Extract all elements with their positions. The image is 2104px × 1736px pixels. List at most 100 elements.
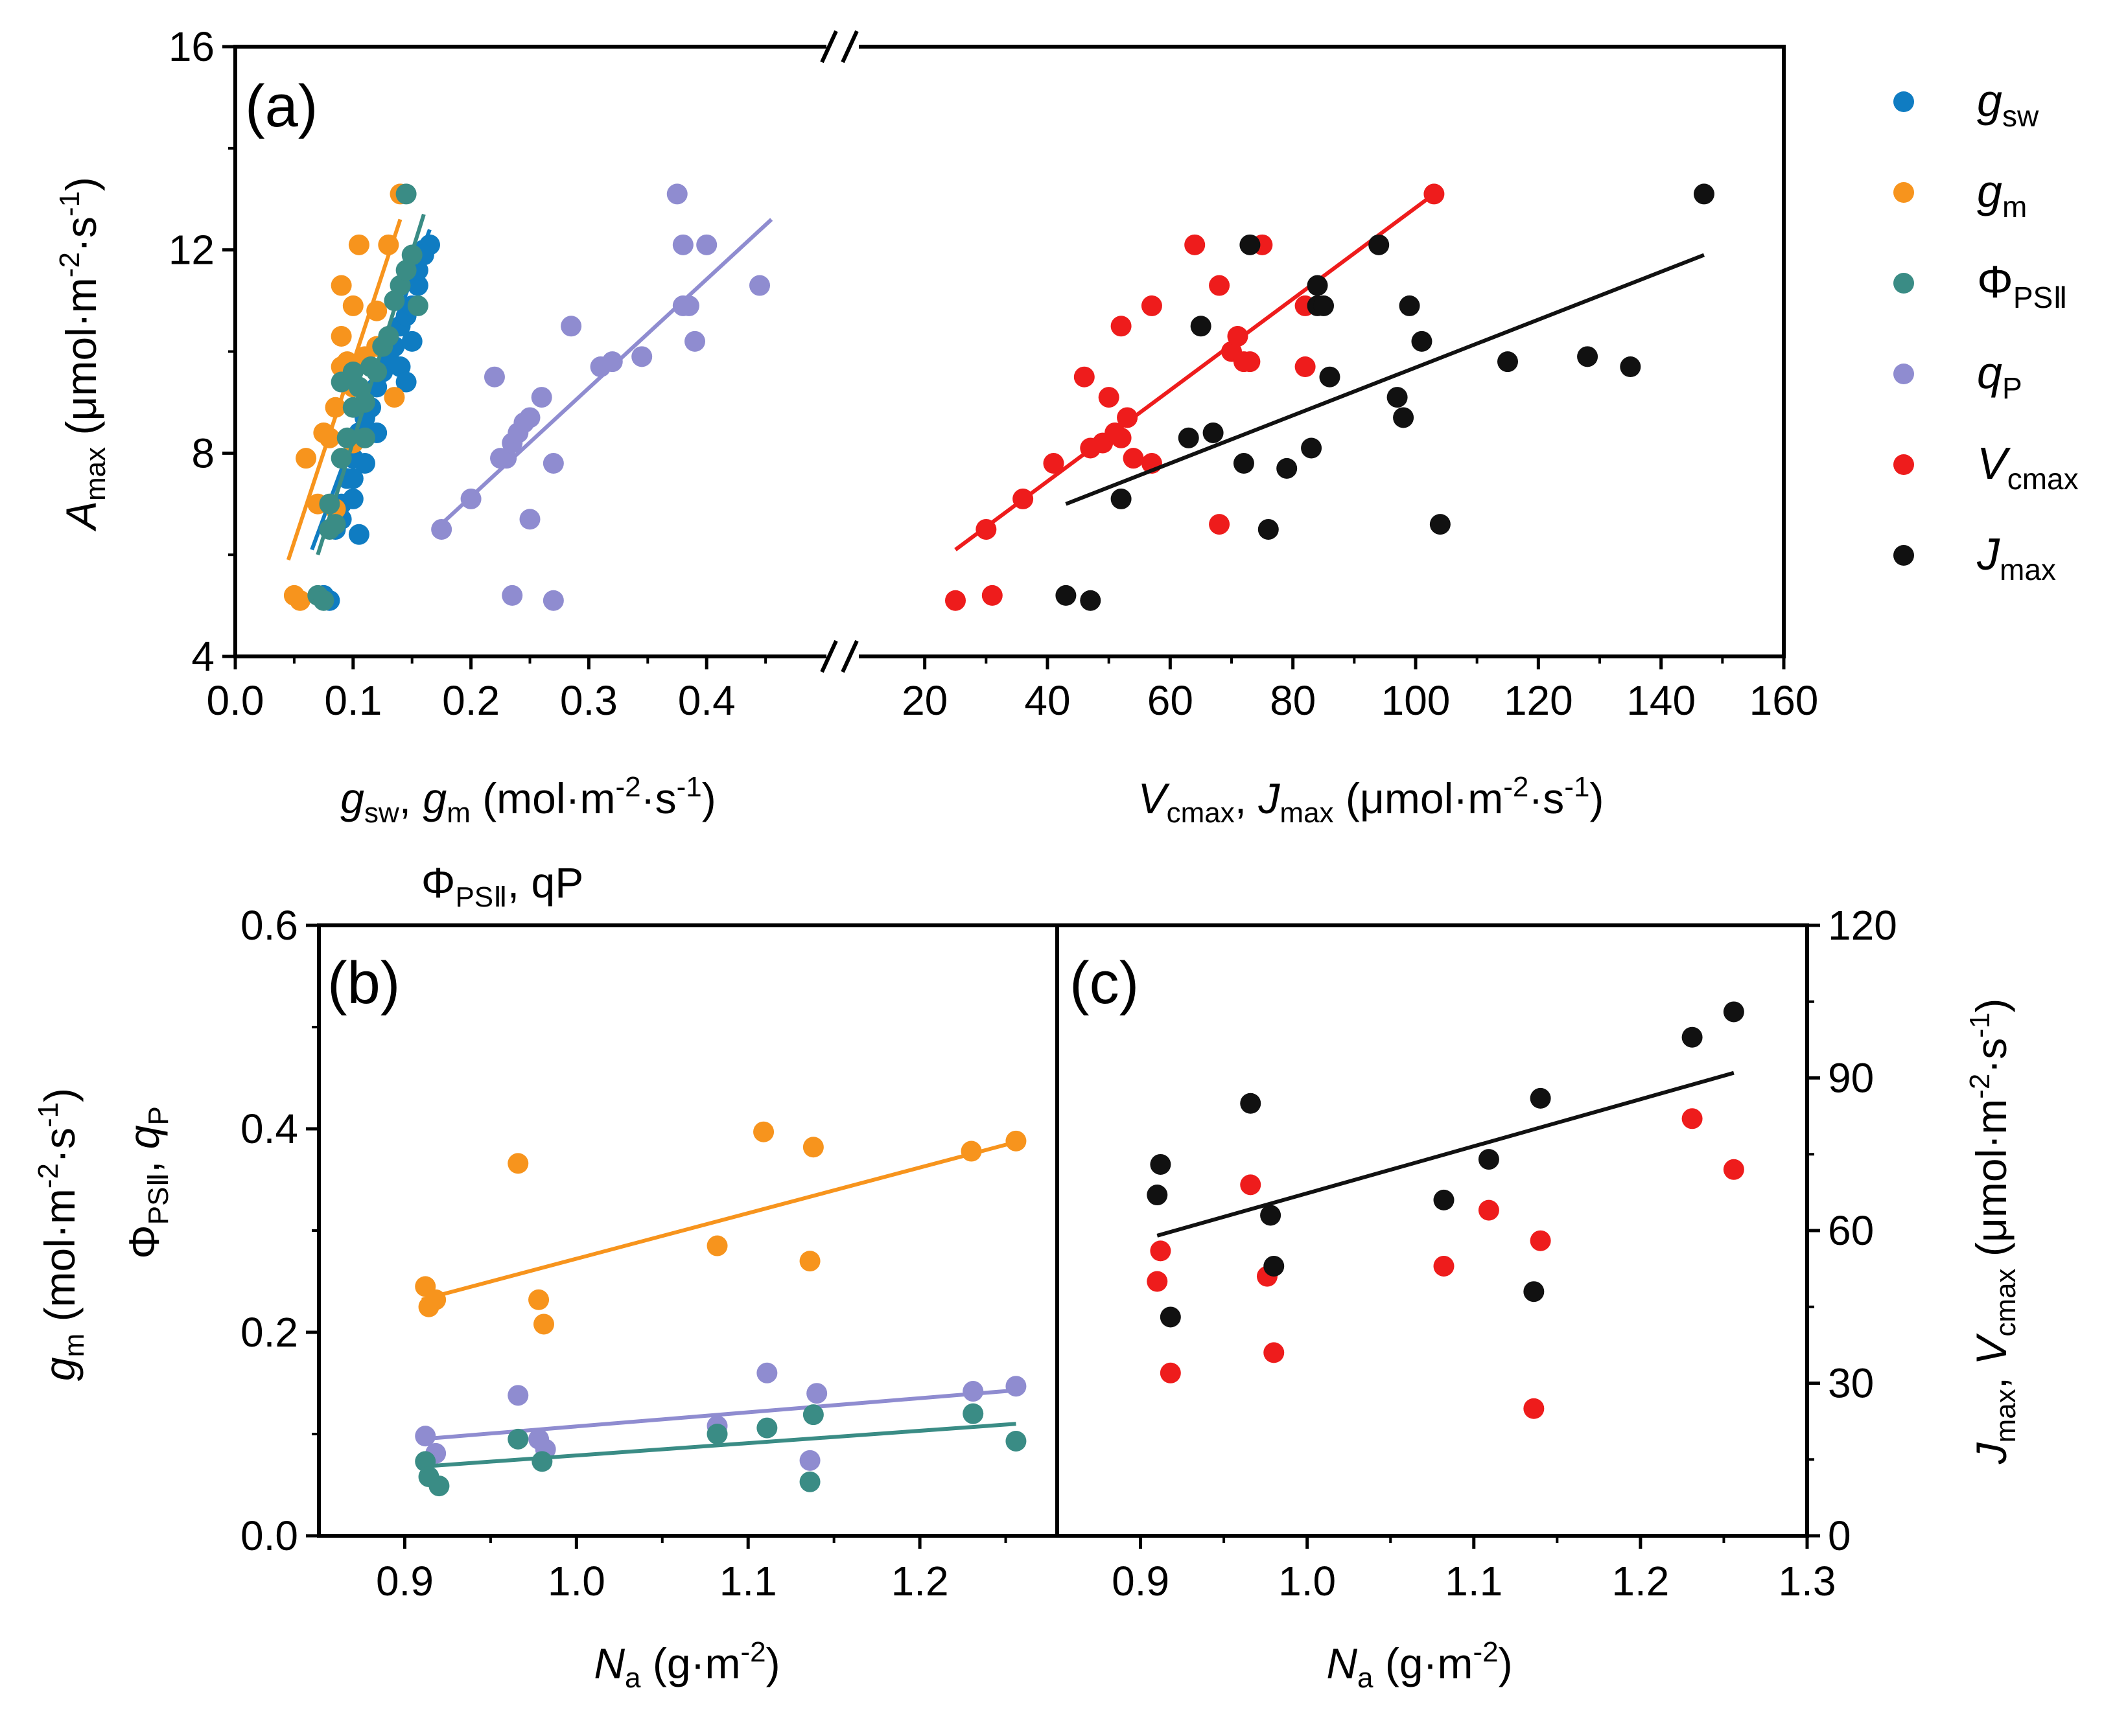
- point-Jmax: [1681, 1026, 1703, 1048]
- legend: gsw gm ΦPSⅡ qP Vcmax Jmax: [1893, 75, 2079, 586]
- point-gm: [799, 1251, 821, 1272]
- x-tick-label: 80: [1270, 677, 1316, 724]
- legend-marker: [1893, 364, 1914, 384]
- y-tick-label: 0.0: [240, 1512, 298, 1559]
- point-gm: [707, 1235, 728, 1256]
- point-Jmax: [1386, 387, 1408, 408]
- legend-marker: [1893, 182, 1914, 203]
- x-tick-label: 1.1: [1445, 1558, 1502, 1604]
- point-gm: [348, 234, 369, 255]
- legend-label: Vcmax: [1977, 438, 2079, 496]
- point-gm: [1005, 1130, 1027, 1152]
- x-tick-label: 160: [1749, 677, 1819, 724]
- point-Jmax: [1233, 453, 1254, 474]
- point-Jmax: [1723, 1001, 1744, 1023]
- x-tick-label: 0.0: [207, 677, 264, 724]
- point-Jmax: [1150, 1153, 1171, 1175]
- legend-label: gm: [1977, 166, 2027, 224]
- point-Vcmax: [1123, 448, 1144, 469]
- point-Jmax: [1478, 1149, 1499, 1170]
- fit-line-Vcmax: [954, 192, 1436, 551]
- panel-b-y-axis-title-2: ΦPSⅡ, qP: [120, 1106, 174, 1259]
- x-tick-label: 0.4: [678, 677, 736, 724]
- fit-line-gm: [421, 1140, 1017, 1302]
- point-gm: [425, 1289, 447, 1310]
- x-tick-label: 0.3: [560, 677, 618, 724]
- point-Jmax: [1307, 275, 1328, 296]
- x-tick-label: 40: [1024, 677, 1070, 724]
- point-gsw: [348, 524, 369, 545]
- legend-label: qP: [1977, 347, 2022, 405]
- y-tick-label: 0.2: [240, 1309, 298, 1356]
- point-PhiPSII: [325, 514, 346, 535]
- series-b-PhiPSII: [415, 1403, 1027, 1497]
- point-Vcmax: [1723, 1159, 1744, 1180]
- point-PhiPSII: [331, 371, 352, 393]
- point-gm: [296, 448, 317, 469]
- axis-break-mark: [820, 640, 838, 673]
- point-qP: [749, 275, 771, 296]
- x-tick-label: 140: [1626, 677, 1696, 724]
- point-gsw: [342, 488, 364, 509]
- point-PhiPSII: [428, 1476, 450, 1497]
- series-b-gm: [415, 1121, 1027, 1335]
- x-tick-label: 1.2: [1611, 1558, 1669, 1604]
- point-PhiPSII: [395, 183, 417, 205]
- point-PhiPSII: [378, 325, 399, 347]
- panel-c: 0 30 60 90 120 0.9 1.0 1.1 1.2 1.3 (c) Jmax, Vcmax …: [1055, 902, 2022, 1694]
- point-PhiPSII: [508, 1428, 529, 1450]
- point-Jmax: [1301, 437, 1322, 459]
- point-gm: [533, 1314, 554, 1335]
- point-gm: [508, 1153, 529, 1174]
- panel-c-label: (c): [1070, 950, 1139, 1016]
- point-qP: [672, 234, 694, 255]
- point-Jmax: [1276, 457, 1298, 479]
- x-tick-label: 1.0: [548, 1558, 605, 1604]
- point-qP: [631, 346, 653, 367]
- series-c-Jmax: [1147, 1001, 1744, 1328]
- point-gm: [378, 234, 399, 255]
- point-Vcmax: [1240, 1174, 1261, 1196]
- x-tick-label: 1.3: [1779, 1558, 1836, 1604]
- point-Jmax: [1257, 518, 1279, 540]
- point-gsw: [354, 453, 375, 474]
- point-Vcmax: [1117, 407, 1138, 428]
- point-Jmax: [1429, 514, 1451, 535]
- point-Vcmax: [1209, 275, 1230, 296]
- panel-b-y-axis-title-1: gm (mol·m-2·s-1): [32, 1088, 90, 1381]
- point-Vcmax: [1478, 1199, 1499, 1221]
- point-Vcmax: [1110, 316, 1132, 337]
- series-b-qP: [415, 1362, 1027, 1471]
- fit-line-Jmax: [1156, 1071, 1735, 1238]
- point-PhiPSII: [313, 590, 334, 611]
- point-Jmax: [1263, 1255, 1285, 1277]
- series-Jmax: [1055, 183, 1714, 611]
- series-PhiPSII: [307, 183, 428, 611]
- point-qP: [684, 330, 706, 352]
- point-Vcmax: [1209, 514, 1230, 535]
- x-tick-label: 0.9: [1112, 1558, 1169, 1604]
- panel-a-label: (a): [245, 73, 318, 139]
- point-qP: [799, 1450, 821, 1471]
- x-tick-label: 120: [1504, 677, 1573, 724]
- point-Vcmax: [1150, 1240, 1171, 1262]
- point-gm: [325, 397, 346, 418]
- point-qP: [519, 509, 541, 530]
- point-Jmax: [1368, 234, 1390, 255]
- panel-c-x-axis-title: Na (g·m-2): [1326, 1636, 1512, 1694]
- point-Jmax: [1433, 1189, 1455, 1210]
- point-qP: [561, 316, 582, 337]
- point-Vcmax: [1160, 1362, 1181, 1383]
- x-tick-label: 1.0: [1278, 1558, 1336, 1604]
- point-Vcmax: [1681, 1108, 1703, 1129]
- x-tick-label: 20: [902, 677, 948, 724]
- point-gm: [289, 590, 310, 611]
- point-Vcmax: [1141, 295, 1162, 316]
- point-qP: [484, 366, 505, 388]
- point-Jmax: [1178, 427, 1199, 448]
- point-Vcmax: [1239, 351, 1261, 373]
- point-PhiPSII: [707, 1424, 728, 1444]
- series-gm: [283, 183, 411, 611]
- y-tick-label: 0.4: [240, 1105, 298, 1152]
- point-PhiPSII: [756, 1417, 778, 1439]
